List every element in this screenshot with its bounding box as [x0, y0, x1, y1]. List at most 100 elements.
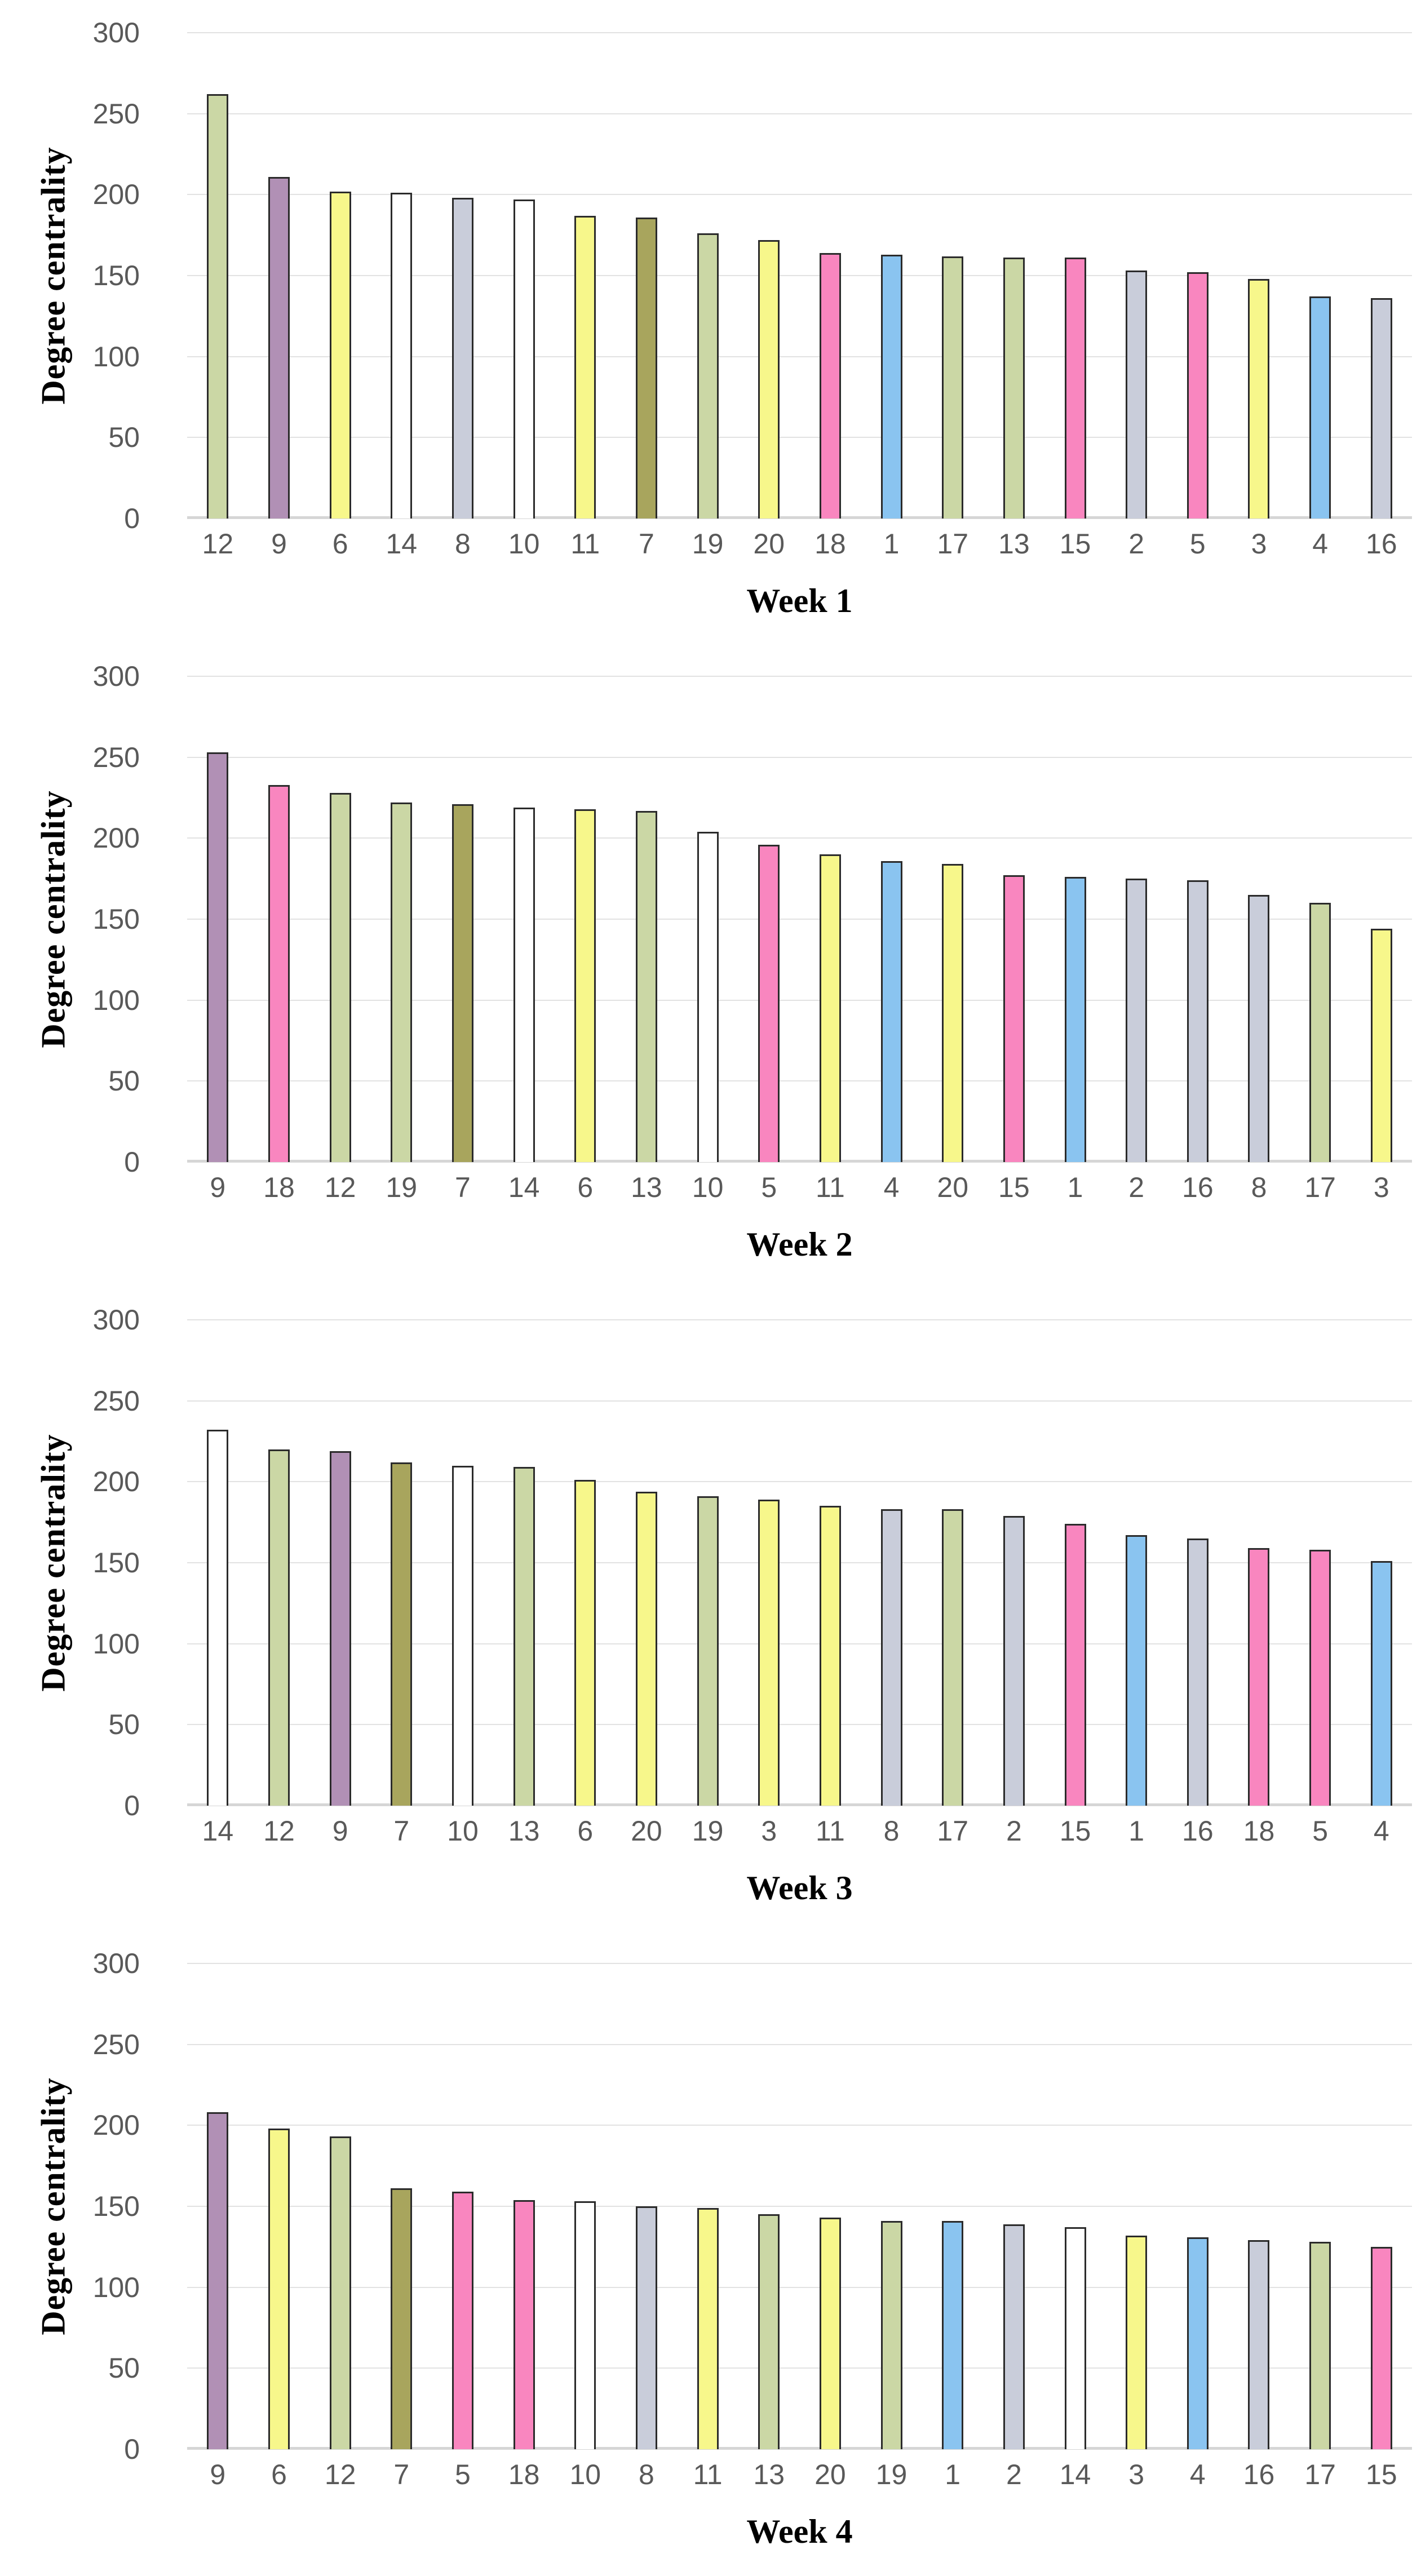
x-tick-label: 5 — [455, 2459, 471, 2490]
x-tick-label: 20 — [814, 2459, 846, 2490]
y-tick-label: 0 — [124, 1790, 140, 1821]
bar-node-3 — [1248, 278, 1270, 518]
bar-node-9 — [329, 1451, 351, 1806]
bar-slot — [616, 1320, 678, 1806]
bar-slot — [1228, 1963, 1290, 2449]
bar-slot — [984, 33, 1045, 518]
bar-slot — [1167, 33, 1229, 518]
x-tick-label: 18 — [1243, 1815, 1275, 1847]
x-tick-label: 3 — [1128, 2459, 1145, 2490]
x-tick-label: 17 — [937, 1815, 969, 1847]
bar-node-14 — [391, 193, 413, 518]
bar-slot — [249, 33, 310, 518]
y-tick-label: 200 — [92, 1466, 140, 1498]
bar-slot — [1167, 676, 1229, 1162]
bar-node-11 — [819, 854, 841, 1162]
bar-slot — [1228, 1320, 1290, 1806]
gridline — [187, 1080, 1412, 1082]
bar-node-5 — [1309, 1550, 1331, 1806]
x-tick-label: 7 — [639, 528, 654, 560]
x-tick-label: 1 — [1067, 1172, 1083, 1203]
x-tick-label: 2 — [1006, 1815, 1022, 1847]
bar-slot — [1351, 1963, 1412, 2449]
bar-node-13 — [758, 2214, 780, 2449]
gridline — [187, 1963, 1412, 1964]
x-tick-label: 8 — [1251, 1172, 1267, 1203]
y-tick-label: 50 — [108, 422, 140, 454]
x-tick-label: 17 — [937, 528, 969, 560]
x-tick-label: 6 — [271, 2459, 287, 2490]
bar-node-7 — [451, 804, 473, 1162]
y-tick-label: 150 — [92, 2191, 140, 2222]
x-tick-label: 9 — [332, 1815, 348, 1847]
bar-slot — [249, 1963, 310, 2449]
bar-node-2 — [1003, 2224, 1025, 2449]
bar-slot — [371, 33, 432, 518]
bar-node-17 — [942, 256, 964, 518]
x-tick-label: 12 — [324, 1172, 356, 1203]
x-tick-label: 2 — [1128, 528, 1145, 560]
x-tick-label: 9 — [210, 2459, 226, 2490]
y-tick-label: 150 — [92, 260, 140, 291]
bar-node-13 — [635, 810, 657, 1162]
bar-node-7 — [635, 217, 657, 518]
bar-slot — [984, 676, 1045, 1162]
bar-node-20 — [819, 2218, 841, 2449]
bar-node-7 — [391, 2188, 413, 2449]
bar-slot — [1351, 33, 1412, 518]
bar-node-2 — [1126, 271, 1148, 518]
y-tick-label: 250 — [92, 97, 140, 130]
gridline — [187, 1481, 1412, 1483]
bar-slot — [1106, 33, 1167, 518]
bar-node-1 — [942, 2220, 964, 2449]
x-axis-labels: 14 12 9 7 10 13 6 20 19 3 11 8 17 2 15 1 16 18 5 4 — [187, 1817, 1412, 1845]
bar-node-20 — [635, 1491, 657, 1806]
x-tick-label: 19 — [692, 528, 724, 560]
x-tick-label: 15 — [1365, 2459, 1397, 2490]
x-tick-label: 14 — [202, 1815, 234, 1847]
y-axis-ticks: 0 50 100 150 200 250 300 — [0, 19, 163, 533]
bar-node-5 — [451, 2192, 473, 2449]
x-tick-label: 2 — [1006, 2459, 1022, 2490]
x-tick-label: 6 — [577, 1172, 594, 1203]
bar-node-16 — [1248, 2240, 1270, 2449]
gridline — [187, 275, 1412, 276]
bar-slot — [555, 1963, 616, 2449]
bar-node-4 — [1370, 1561, 1392, 1806]
bar-slot — [1290, 1963, 1351, 2449]
bar-node-6 — [574, 1480, 596, 1806]
bar-slot — [616, 676, 678, 1162]
bar-slot — [984, 1320, 1045, 1806]
gridline — [187, 2286, 1412, 2288]
bar-node-1 — [1064, 877, 1086, 1162]
x-tick-label: 5 — [1189, 528, 1206, 560]
bar-node-6 — [329, 191, 351, 518]
x-tick-label: 4 — [883, 1172, 900, 1203]
bar-slot — [249, 676, 310, 1162]
bar-node-13 — [1003, 258, 1025, 518]
y-axis-ticks: 0 50 100 150 200 250 300 — [0, 662, 163, 1176]
bar-node-17 — [1309, 2242, 1331, 2449]
y-tick-label: 100 — [92, 984, 140, 1016]
bar-node-20 — [758, 240, 780, 518]
x-axis-labels: 12 9 6 14 8 10 11 7 19 20 18 1 17 13 15 2 5 3 4 16 — [187, 530, 1412, 558]
gridline — [187, 32, 1412, 33]
y-tick-label: 0 — [124, 1146, 140, 1178]
bar-slot — [432, 1320, 494, 1806]
bar-slot — [432, 33, 494, 518]
bar-node-12 — [329, 2136, 351, 2449]
bar-slot — [187, 33, 249, 518]
x-tick-label: 15 — [998, 1172, 1030, 1203]
bar-slot — [493, 33, 555, 518]
bar-node-15 — [1064, 258, 1086, 518]
x-tick-label: 20 — [631, 1815, 662, 1847]
bar-node-8 — [1248, 894, 1270, 1162]
bar-node-18 — [1248, 1548, 1270, 1806]
x-axis-baseline — [187, 516, 1412, 519]
bar-slot — [249, 1320, 310, 1806]
bar-slot — [493, 676, 555, 1162]
bar-node-9 — [207, 2112, 229, 2449]
bar-node-15 — [1370, 2246, 1392, 2449]
